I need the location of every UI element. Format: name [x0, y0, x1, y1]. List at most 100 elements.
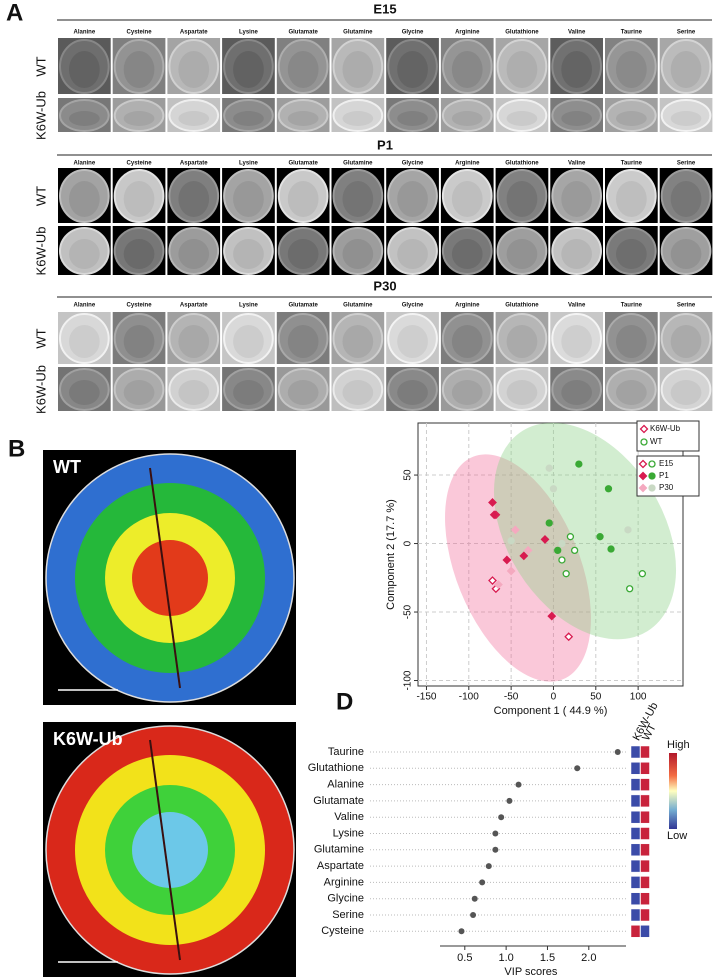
compound-label: Glutamine: [343, 30, 373, 36]
heat-cell: [631, 844, 640, 856]
heat-cell: [631, 828, 640, 840]
compound-label: Alanine: [74, 161, 96, 167]
point: [627, 586, 633, 592]
point: [563, 571, 569, 577]
vip-dot: [479, 879, 485, 885]
heat-cell: [631, 909, 640, 921]
lens-core: [616, 380, 647, 405]
y-tick-label: -50: [403, 604, 414, 619]
category-label: Lysine: [333, 827, 364, 839]
lens-core: [397, 111, 428, 126]
lens-core: [69, 51, 100, 88]
lens-core: [343, 239, 374, 269]
point: [597, 534, 603, 540]
lens-core: [452, 51, 483, 88]
vip-dot: [506, 798, 512, 804]
lens-core: [288, 239, 319, 269]
heat-cell: [631, 860, 640, 872]
lens-core: [507, 239, 538, 269]
y-tick-label: 0: [403, 540, 414, 546]
category-label: Aspartate: [317, 860, 364, 872]
stage-title: E15: [373, 1, 396, 16]
lens-core: [233, 325, 264, 358]
lens-core: [288, 380, 319, 405]
heat-cell: [631, 876, 640, 888]
compound-label: Cysteine: [127, 303, 153, 309]
lens-core: [452, 111, 483, 126]
x-tick-label: -150: [416, 692, 436, 703]
compound-label: Glycine: [402, 161, 424, 167]
lens-core: [343, 181, 374, 217]
compound-label: Lysine: [239, 30, 258, 36]
legend-label: WT: [650, 437, 663, 446]
compound-label: Taurine: [621, 30, 643, 36]
heat-cell: [641, 746, 650, 758]
lens-core: [69, 325, 100, 358]
row-label: WT: [33, 186, 48, 206]
colorbar: [669, 753, 677, 829]
row-label: K6W-Ub: [33, 91, 48, 140]
lens-core: [178, 325, 209, 358]
lens-core: [671, 181, 702, 217]
image-label: K6W-Ub: [53, 729, 123, 749]
point: [508, 538, 514, 544]
y-tick-label: 50: [403, 469, 414, 481]
lens-core: [124, 325, 155, 358]
compound-label: Valine: [568, 161, 586, 167]
lens-core: [616, 181, 647, 217]
lens-core: [178, 380, 209, 405]
row-label: K6W-Ub: [33, 227, 48, 276]
x-tick-label: -100: [459, 692, 479, 703]
stage-title: P1: [377, 137, 393, 152]
lens-core: [671, 325, 702, 358]
compound-label: Glutathione: [505, 303, 539, 309]
heat-cell: [631, 779, 640, 791]
y-tick-label: -100: [403, 670, 414, 690]
row-label: WT: [33, 56, 48, 76]
lens-core: [178, 51, 209, 88]
point: [555, 547, 561, 553]
colorbar-low: Low: [667, 830, 687, 842]
lens-core: [561, 239, 592, 269]
compound-label: Aspartate: [180, 30, 208, 36]
lens-core: [124, 181, 155, 217]
category-label: Arginine: [324, 876, 364, 888]
point: [608, 546, 614, 552]
lens-core: [397, 51, 428, 88]
heat-cell: [631, 811, 640, 823]
lens-core: [233, 380, 264, 405]
point: [625, 527, 631, 533]
lens-core: [561, 325, 592, 358]
x-tick-label: 50: [590, 692, 602, 703]
lens-core: [671, 111, 702, 126]
lens-core: [671, 239, 702, 269]
x-tick-label: 2.0: [581, 952, 596, 964]
point: [576, 461, 582, 467]
lens-core: [124, 380, 155, 405]
heat-cell: [641, 925, 650, 937]
point: [559, 557, 565, 563]
compound-label: Valine: [568, 30, 586, 36]
lens-core: [233, 111, 264, 126]
panel-label: A: [6, 0, 23, 26]
panel-label: D: [336, 688, 353, 715]
intensity-ring: [132, 540, 208, 616]
compound-label: Glutamate: [288, 161, 318, 167]
heat-cell: [641, 893, 650, 905]
lens-core: [288, 51, 319, 88]
compound-label: Glycine: [402, 303, 424, 309]
compound-label: Arginine: [455, 161, 480, 167]
vip-dot: [470, 912, 476, 918]
legend-label: P30: [659, 483, 674, 492]
compound-label: Taurine: [621, 303, 643, 309]
legend-label: K6W-Ub: [650, 424, 681, 433]
compound-label: Taurine: [621, 161, 643, 167]
lens-core: [507, 111, 538, 126]
x-tick-label: 1.0: [498, 952, 513, 964]
lens-core: [288, 181, 319, 217]
lens-core: [561, 380, 592, 405]
point: [546, 465, 552, 471]
compound-label: Aspartate: [180, 161, 208, 167]
point: [605, 486, 611, 492]
lens-core: [124, 111, 155, 126]
